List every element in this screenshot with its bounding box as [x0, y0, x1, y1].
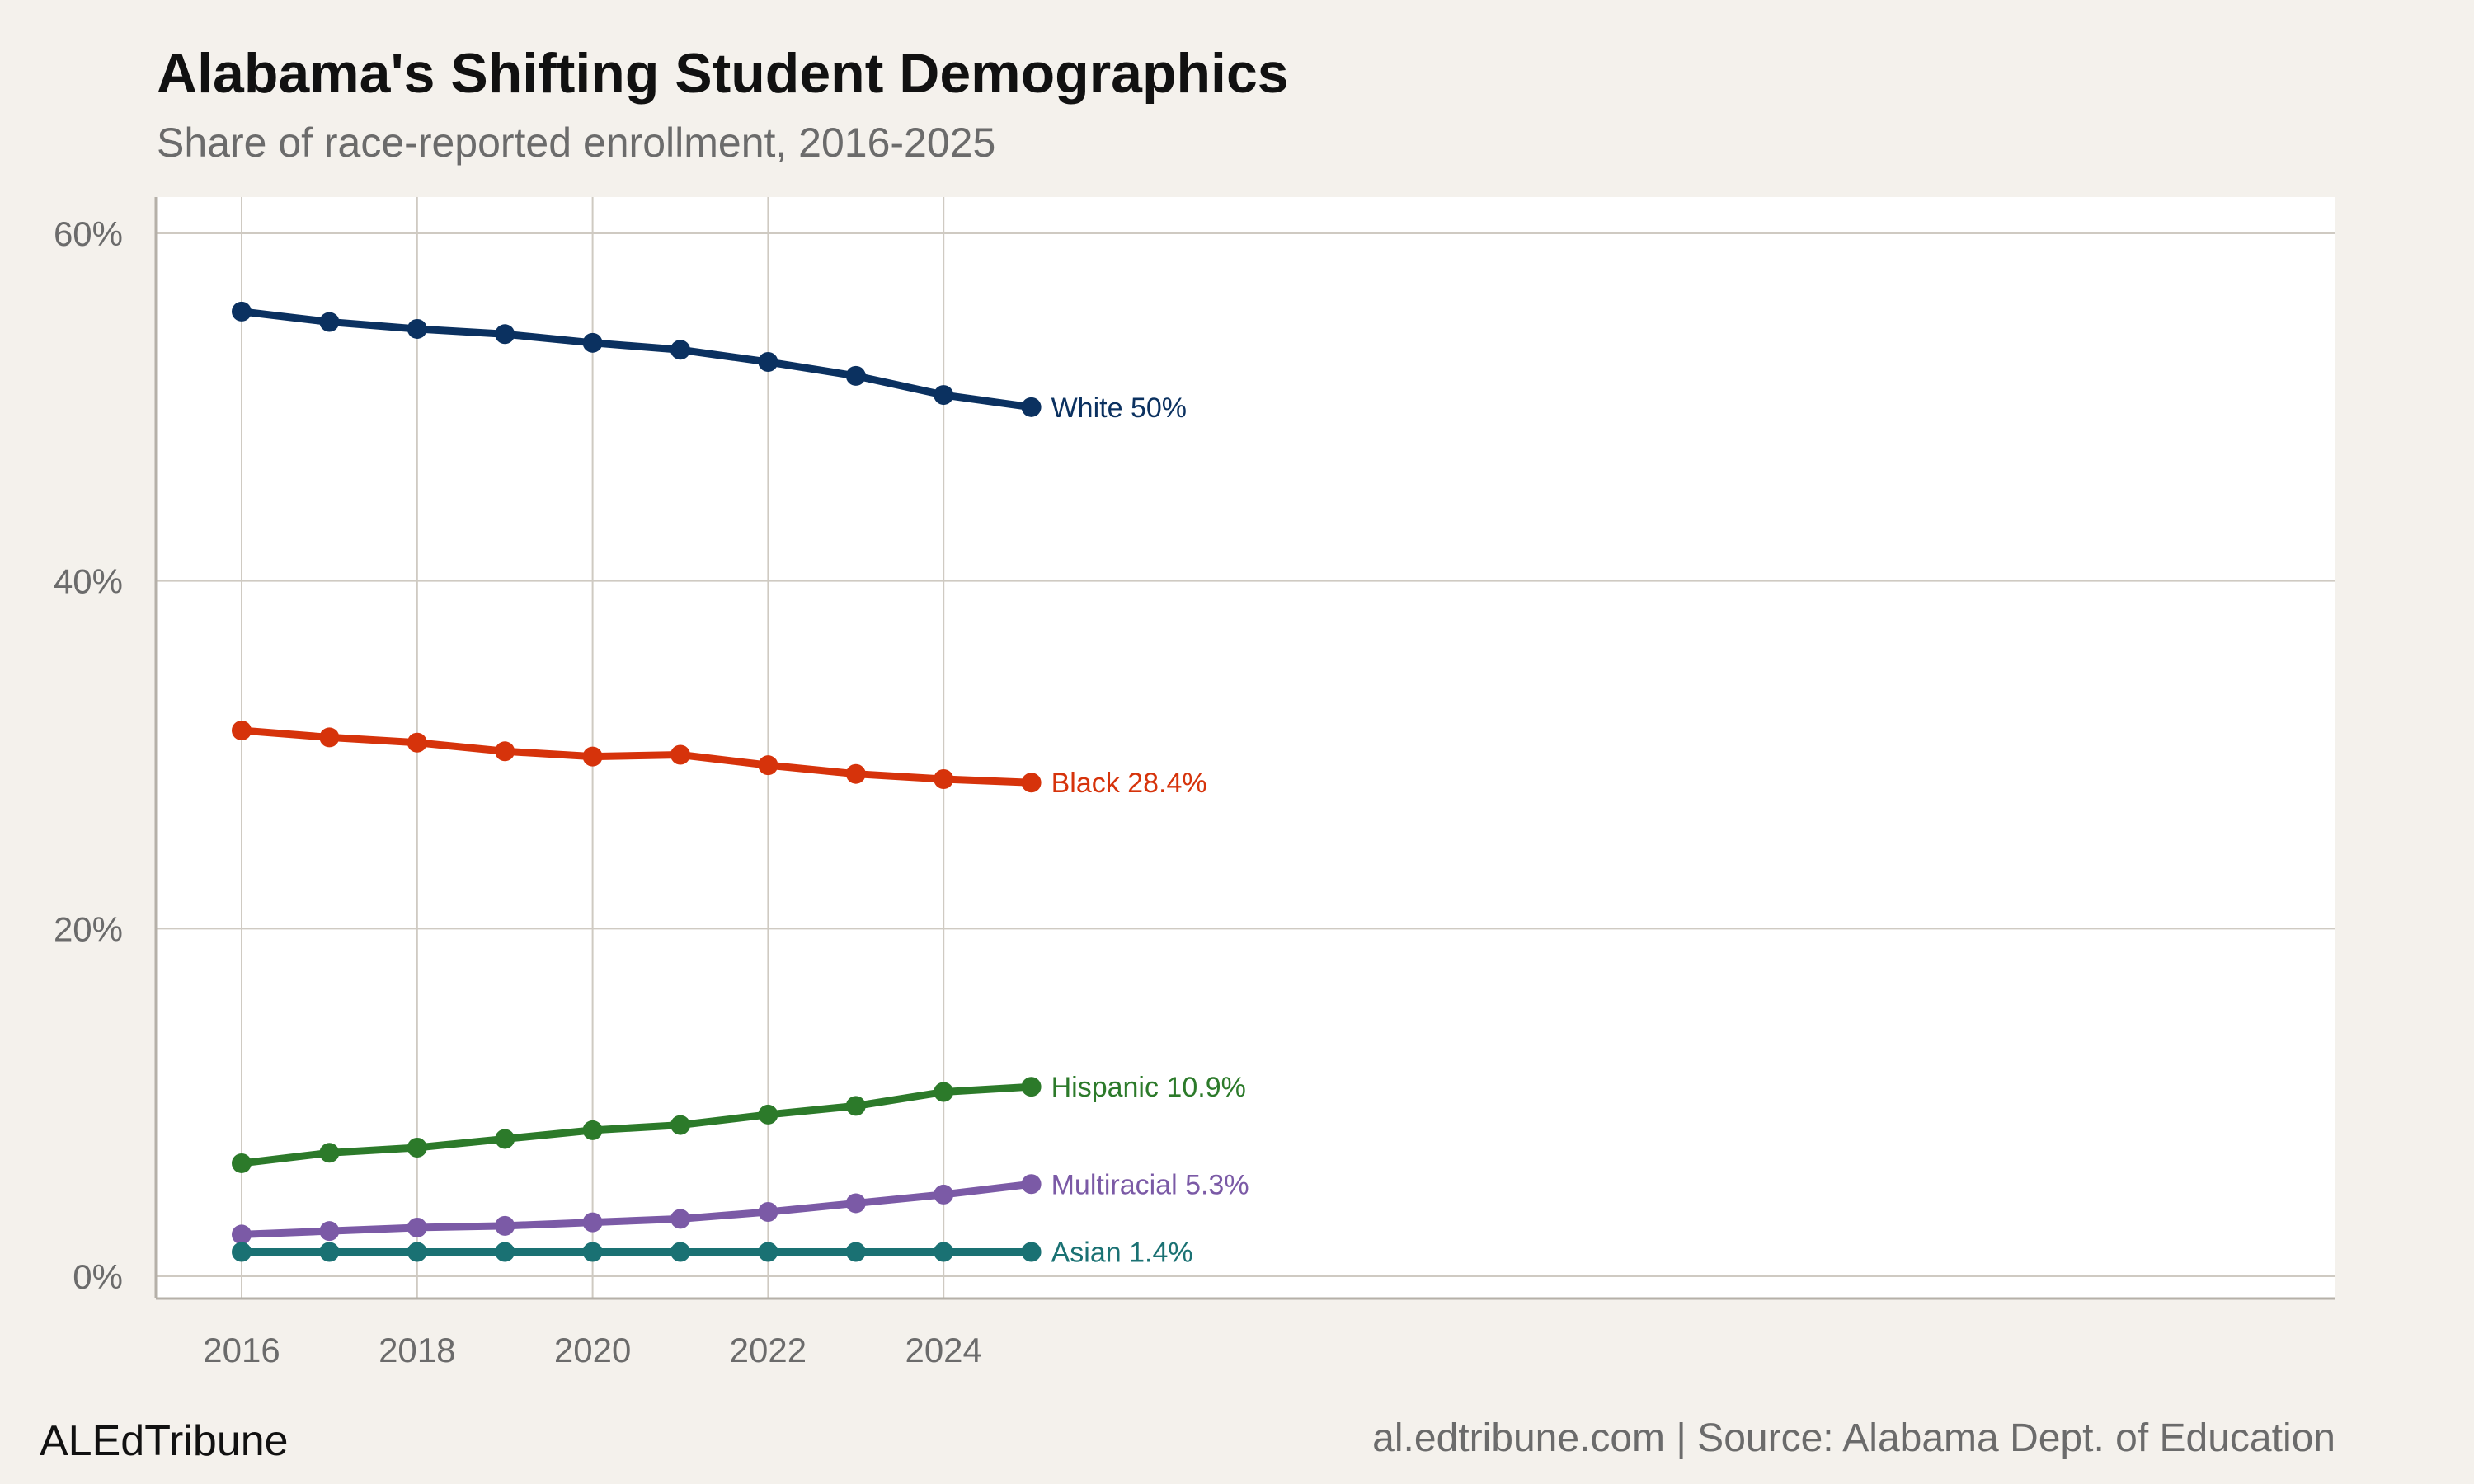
data-point — [582, 332, 603, 353]
data-point — [845, 1193, 866, 1214]
chart-subtitle: Share of race-reported enrollment, 2016-… — [157, 120, 995, 166]
series-line-black — [241, 726, 1032, 787]
series-multiracial: Multiracial 5.3% — [232, 1169, 1249, 1245]
series-end-label: Multiracial 5.3% — [1051, 1169, 1249, 1200]
data-point — [407, 318, 427, 339]
data-point — [934, 385, 954, 406]
data-point — [319, 727, 340, 748]
series-hispanic: Hispanic 10.9% — [232, 1072, 1246, 1173]
brand-logo-text: ALEdTribune — [40, 1417, 289, 1465]
x-tick-label: 2016 — [203, 1331, 280, 1369]
data-point — [407, 1217, 427, 1237]
data-point — [495, 741, 515, 762]
axes: 0% 20% 40% 60% 2016 2018 2020 2022 2024 — [54, 197, 2335, 1369]
series-end-label: Asian 1.4% — [1051, 1237, 1193, 1268]
data-point — [407, 732, 427, 753]
data-point — [758, 1201, 778, 1222]
series-group: White 50% Black 28.4% Hispanic 10.9% Multir… — [232, 301, 1249, 1268]
x-tick-label: 2020 — [554, 1331, 631, 1369]
data-point — [232, 1242, 252, 1262]
data-point — [670, 1209, 690, 1229]
gridlines — [156, 197, 2335, 1298]
y-tick-label: 0% — [73, 1257, 123, 1296]
x-tick-label: 2022 — [730, 1331, 807, 1369]
data-point — [670, 744, 690, 765]
series-line-hispanic — [241, 1082, 1032, 1167]
data-point — [758, 352, 778, 373]
data-point — [232, 1153, 252, 1173]
series-line-multiracial — [241, 1180, 1032, 1238]
data-point — [934, 769, 954, 790]
data-point — [1021, 397, 1042, 417]
x-tick-label: 2018 — [379, 1331, 455, 1369]
data-point — [232, 301, 252, 322]
data-point — [845, 365, 866, 386]
data-point — [582, 746, 603, 767]
data-point — [934, 1184, 954, 1205]
data-point — [407, 1137, 427, 1158]
data-point — [319, 1242, 340, 1262]
data-point — [1021, 1174, 1042, 1195]
x-tick-label: 2024 — [905, 1331, 981, 1369]
data-point — [1021, 773, 1042, 793]
data-point — [845, 1242, 866, 1262]
data-point — [495, 1129, 515, 1149]
data-point — [845, 763, 866, 784]
data-point — [670, 1242, 690, 1262]
series-end-label: Black 28.4% — [1051, 768, 1207, 799]
data-point — [232, 1224, 252, 1245]
y-tick-label: 60% — [54, 214, 123, 253]
data-point — [495, 324, 515, 345]
data-point — [582, 1212, 603, 1233]
data-point — [758, 1104, 778, 1125]
data-point — [495, 1215, 515, 1236]
data-point — [319, 1221, 340, 1242]
y-tick-label: 20% — [54, 909, 123, 948]
source-note: al.edtribune.com | Source: Alabama Dept.… — [1372, 1416, 2335, 1460]
data-point — [319, 1143, 340, 1163]
series-asian: Asian 1.4% — [232, 1237, 1193, 1268]
data-point — [232, 720, 252, 740]
plot-panel — [156, 197, 2335, 1298]
data-point — [582, 1242, 603, 1262]
data-point — [758, 1242, 778, 1262]
series-line-white — [241, 308, 1032, 411]
data-point — [319, 312, 340, 332]
series-end-label: Hispanic 10.9% — [1051, 1072, 1246, 1103]
series-white: White 50% — [232, 301, 1187, 424]
data-point — [1021, 1077, 1042, 1097]
data-point — [934, 1082, 954, 1102]
chart-title: Alabama's Shifting Student Demographics — [157, 42, 1289, 105]
y-tick-label: 40% — [54, 562, 123, 601]
series-black: Black 28.4% — [232, 720, 1207, 799]
data-point — [670, 340, 690, 360]
data-point — [934, 1242, 954, 1262]
data-point — [1021, 1242, 1042, 1262]
data-point — [758, 755, 778, 776]
data-point — [582, 1120, 603, 1140]
data-point — [845, 1096, 866, 1116]
data-point — [495, 1242, 515, 1262]
data-point — [670, 1115, 690, 1135]
data-point — [407, 1242, 427, 1262]
series-end-label: White 50% — [1051, 392, 1187, 424]
